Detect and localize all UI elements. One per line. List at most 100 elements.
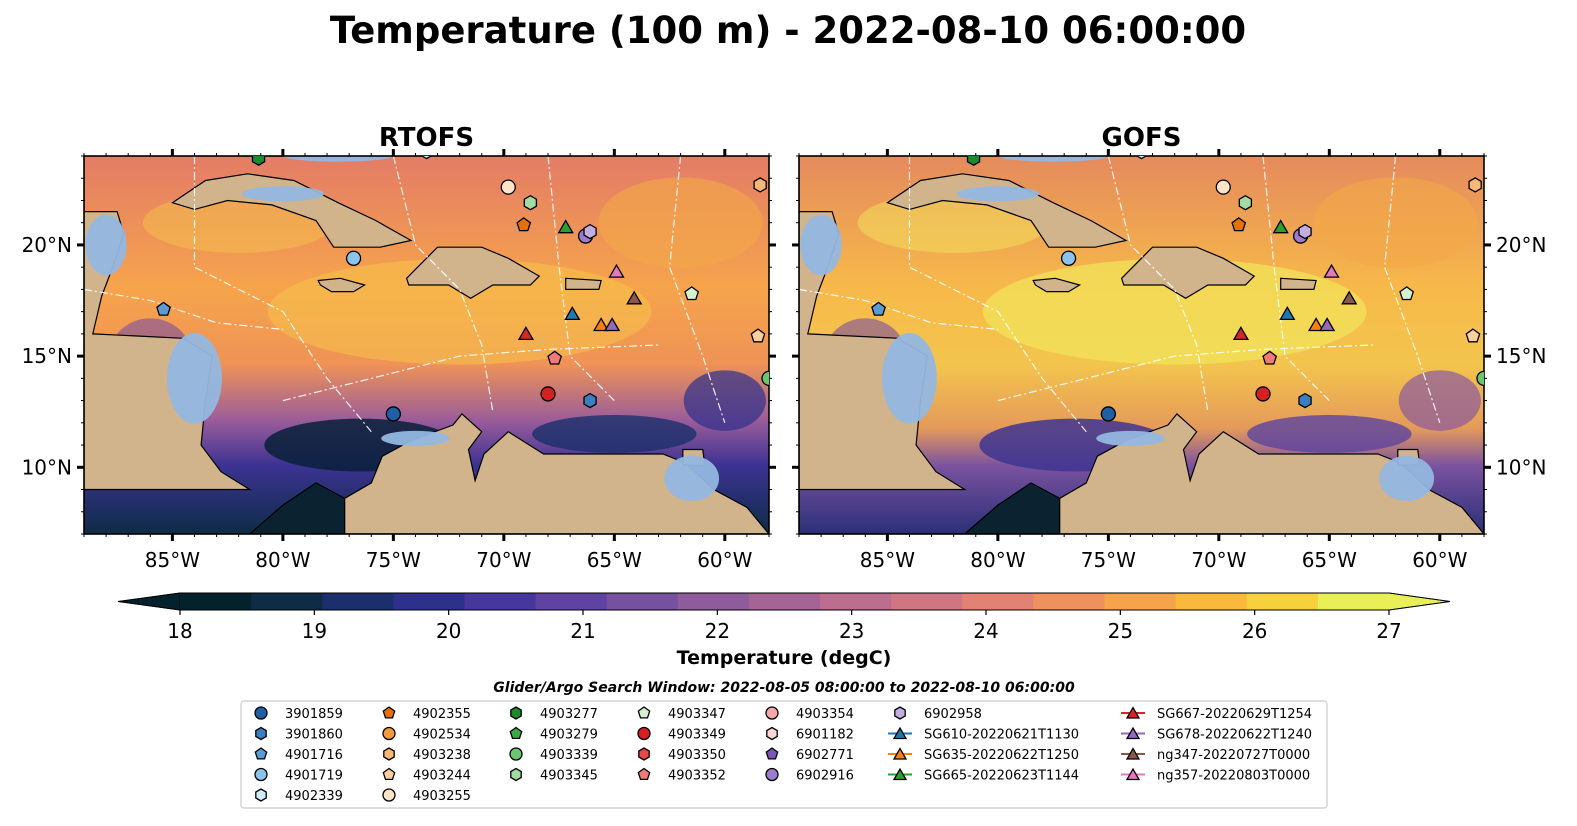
marker-4903349 xyxy=(540,386,556,402)
eez-boundary xyxy=(1383,156,1441,423)
legend-marker xyxy=(892,747,908,760)
eez-boundary xyxy=(1107,156,1209,412)
colorbar: 18 19 20 21 22 23 24 25 26 27 xyxy=(117,592,1451,643)
eez-boundary xyxy=(799,288,998,330)
colorbar-segment xyxy=(891,593,963,610)
legend-label: ng357-20220803T0000 xyxy=(1157,769,1310,784)
colorbar-segment xyxy=(1246,593,1319,610)
legend-item: ng347-20220727T0000 xyxy=(1121,747,1310,763)
colorbar-segment xyxy=(1317,593,1390,610)
land-shape xyxy=(317,277,367,293)
marker-4903277 xyxy=(251,156,266,166)
legend-marker xyxy=(382,726,396,741)
marker-ng357-20220803T0000 xyxy=(608,263,625,278)
colorbar-segment xyxy=(535,593,608,610)
colorbar-label: Temperature (degC) xyxy=(677,647,892,669)
legend-marker xyxy=(1125,706,1141,719)
legend: 3901859 3901860 4901716 4901719 4902339 49023… xyxy=(240,700,1328,809)
colorbar-segment xyxy=(1175,593,1248,610)
marker-SG610-20220621T1130 xyxy=(564,305,581,321)
legend-label: 4901719 xyxy=(285,769,343,784)
eez-boundary xyxy=(84,288,283,330)
marker-3901860 xyxy=(583,392,597,409)
legend-item: 4903345 xyxy=(510,767,598,784)
legend-item: 4901719 xyxy=(254,767,343,784)
legend-marker xyxy=(637,767,651,781)
legend-item: ng357-20220803T0000 xyxy=(1121,767,1310,784)
colorbar-extend-min xyxy=(117,592,181,611)
temperature-field xyxy=(799,156,1484,534)
marker-4903238 xyxy=(753,177,767,193)
marker-4903238 xyxy=(1468,177,1482,193)
figure-title: Temperature (100 m) - 2022-08-10 06:00:0… xyxy=(330,9,1246,52)
land-shape xyxy=(405,246,541,300)
marker-3901860 xyxy=(1298,392,1312,409)
eez-boundary xyxy=(997,344,1374,402)
legend-label: SG610-20220621T1130 xyxy=(924,728,1079,743)
marker-4903255 xyxy=(1215,179,1231,195)
legend-item: 4903339 xyxy=(509,747,598,763)
lon-tick-label: 75°W xyxy=(1081,548,1136,572)
legend-label: 4903277 xyxy=(540,707,598,722)
legend-marker xyxy=(892,726,908,740)
marker-4903345 xyxy=(523,194,538,211)
lon-tick-label: 70°W xyxy=(476,548,531,572)
marker-6902958 xyxy=(583,223,597,240)
land-shape xyxy=(957,156,999,157)
legend-marker xyxy=(638,747,650,761)
legend-marker xyxy=(765,747,779,760)
legend-item: 4902339 xyxy=(255,788,343,804)
marker-4903277 xyxy=(966,156,981,166)
legend-item: SG665-20220623T1144 xyxy=(888,767,1079,784)
colorbar-tick-label: 20 xyxy=(436,619,461,643)
legend-label: 4903347 xyxy=(668,707,726,722)
lat-tick-label: 10°N xyxy=(1496,455,1546,479)
marker-ng347-20220727T0000 xyxy=(626,290,643,305)
legend-label: 6901182 xyxy=(796,728,854,743)
legend-label: 4903349 xyxy=(668,728,726,743)
marker-4903339 xyxy=(761,370,769,387)
marker-4902355 xyxy=(516,217,532,232)
colorbar-tick-label: 26 xyxy=(1242,619,1267,643)
lat-tick-label: 15°N xyxy=(1496,344,1546,368)
legend-label: 6902916 xyxy=(796,769,854,784)
eez-boundary xyxy=(392,156,494,412)
legend-label: 3901860 xyxy=(285,728,343,743)
legend-marker xyxy=(1125,726,1141,740)
lon-tick-label: 80°W xyxy=(255,548,310,572)
legend-marker xyxy=(765,706,779,720)
marker-4901716 xyxy=(156,301,171,316)
marker-4903345 xyxy=(1238,194,1253,211)
legend-label: 4902339 xyxy=(285,789,343,804)
legend-marker xyxy=(509,747,523,761)
land-shape xyxy=(242,156,284,157)
marker-4902339 xyxy=(420,156,433,160)
legend-item: SG667-20220629T1254 xyxy=(1121,706,1312,722)
land-shape xyxy=(799,156,1061,534)
marker-4903244 xyxy=(1465,328,1481,343)
colorbar-tick-label: 21 xyxy=(570,619,595,643)
legend-item: 4903350 xyxy=(638,747,726,763)
legend-marker xyxy=(382,788,396,802)
legend-item: SG635-20220622T1250 xyxy=(888,747,1079,763)
lon-tick-label: 60°W xyxy=(697,548,752,572)
colorbar-extend-max xyxy=(1388,592,1451,611)
legend-marker xyxy=(894,706,906,720)
lat-tick-label: 20°N xyxy=(22,233,72,257)
colorbar-segment xyxy=(251,593,323,610)
marker-4903347 xyxy=(1399,286,1415,301)
colorbar-tick-label: 27 xyxy=(1376,619,1401,643)
temperature-field xyxy=(84,156,769,534)
legend-item: SG610-20220621T1130 xyxy=(888,726,1079,743)
legend-item: 4903352 xyxy=(637,767,726,784)
legend-label: 4903350 xyxy=(668,748,726,763)
legend-box xyxy=(240,700,1328,809)
marker-4903352 xyxy=(547,350,563,365)
legend-marker xyxy=(509,726,523,740)
marker-SG665-20220623T1144 xyxy=(557,219,574,234)
colorbar-segment xyxy=(820,593,892,610)
panel-title: RTOFS xyxy=(379,123,474,153)
legend-marker xyxy=(1125,767,1141,781)
marker-6902958 xyxy=(1298,223,1312,240)
